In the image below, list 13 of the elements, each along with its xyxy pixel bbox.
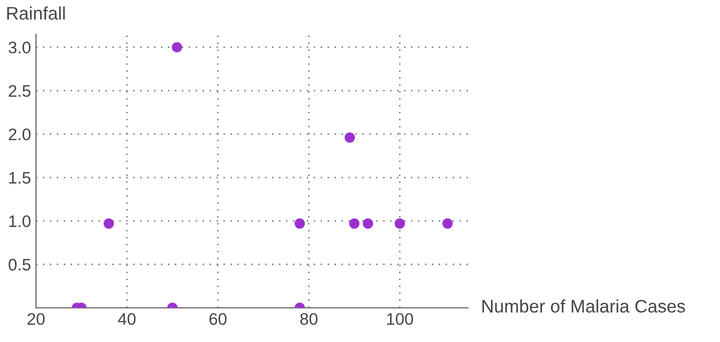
x-tick-label: 100 — [387, 313, 414, 325]
y-tick-label: 3.0 — [8, 42, 30, 54]
x-tick-label: 80 — [300, 313, 318, 325]
y-tick-label: 1.5 — [9, 172, 30, 184]
y-tick-label: 2.5 — [8, 85, 30, 97]
x-axis-title: Number of Malaria Cases — [482, 299, 686, 313]
y-axis-title: Rainfall — [7, 6, 65, 20]
x-tick-label: 40 — [118, 313, 136, 325]
y-tick-label: 2.0 — [8, 128, 30, 140]
y-tick-label: 0.5 — [8, 258, 30, 271]
y-tick-label: 1.0 — [9, 215, 30, 228]
x-tick-label: 60 — [209, 313, 227, 325]
x-tick-label: 20 — [28, 313, 45, 325]
